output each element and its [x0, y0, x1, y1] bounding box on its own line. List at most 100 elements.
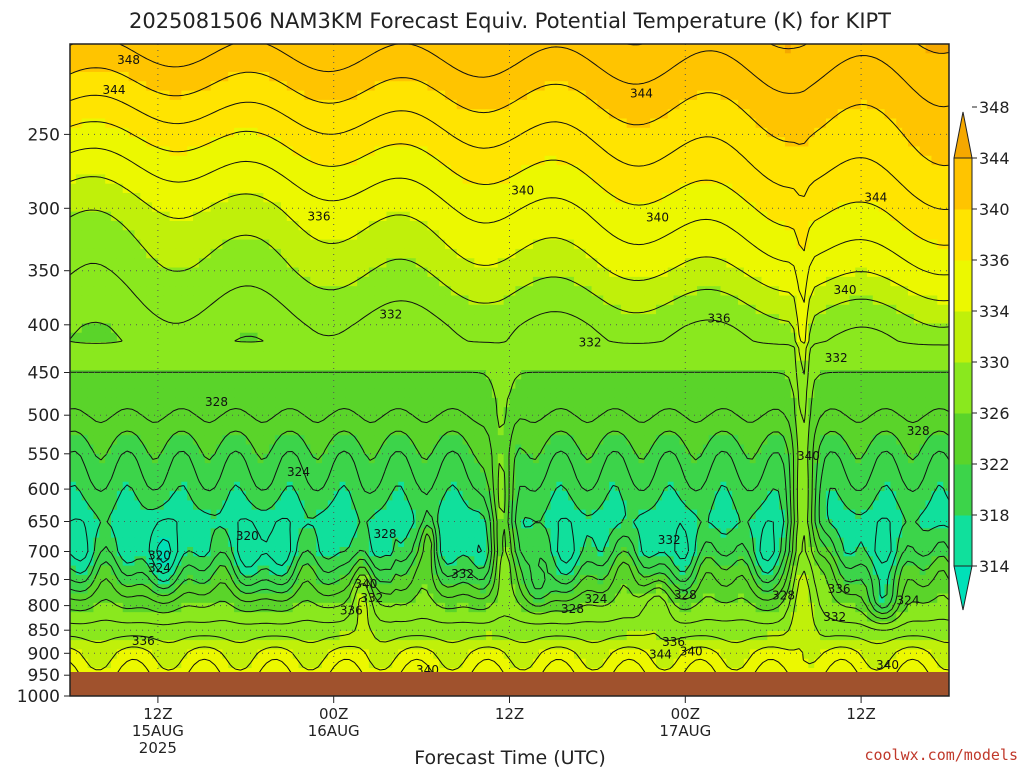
- colorbar-swatch-7: [954, 209, 972, 261]
- contour-label-12: 328: [205, 395, 228, 409]
- y-tick-850: 850: [28, 621, 60, 641]
- y-tick-400: 400: [28, 316, 60, 336]
- contour-label-24: 336: [340, 604, 363, 618]
- contour-label-9: 332: [379, 308, 402, 322]
- y-tick-550: 550: [28, 445, 60, 465]
- colorbar-label-330: 330: [979, 353, 1010, 372]
- colorbar-label-336: 336: [979, 251, 1010, 270]
- x-tick-h48-line0: 00Z: [671, 705, 700, 723]
- colorbar-label-348: 348: [979, 98, 1010, 117]
- colorbar-swatch-2: [954, 464, 972, 516]
- contour-label-27: 328: [561, 602, 584, 616]
- y-tick-700: 700: [28, 543, 60, 563]
- colorbar-label-326: 326: [979, 404, 1010, 423]
- contour-label-4: 340: [511, 183, 534, 197]
- contour-label-16: 320: [236, 529, 259, 543]
- y-tick-950: 950: [28, 666, 60, 686]
- contour-332: [70, 262, 949, 631]
- contour-label-11: 332: [825, 351, 848, 365]
- contour-label-6: 340: [834, 283, 857, 297]
- theta-e-field: [70, 44, 949, 696]
- contour-318: [156, 538, 172, 564]
- y-axis: 250 300 350 400 450 500 550 600 650 700 750 800 850 9…: [17, 125, 70, 707]
- y-tick-350: 350: [28, 262, 60, 282]
- contour-320: [70, 517, 892, 575]
- colorbar-label-344: 344: [979, 149, 1010, 168]
- ground-below-surface: [70, 672, 949, 696]
- contour-label-20: 332: [658, 533, 681, 547]
- contour-label-8: 336: [708, 312, 731, 326]
- contour-label-22: 340: [354, 577, 377, 591]
- x-tick-h12-line2: 2025: [139, 739, 177, 757]
- colorbar-label-340: 340: [979, 200, 1010, 219]
- contour-label-0: 348: [117, 53, 140, 67]
- contour-label-21: 332: [451, 567, 474, 581]
- contour-label-32: 324: [897, 594, 920, 608]
- contour-label-17: 320: [148, 549, 171, 563]
- contour-label-23: 332: [360, 591, 383, 605]
- contour-label-19: 328: [374, 527, 397, 541]
- colorbar-swatch-5: [954, 311, 972, 363]
- contour-label-10: 332: [579, 336, 602, 350]
- colorbar-bottom-arrow: [953, 565, 973, 611]
- contour-330: [70, 321, 949, 625]
- contour-label-7: 336: [308, 209, 331, 223]
- contour-324: [70, 450, 949, 609]
- y-tick-600: 600: [28, 480, 60, 500]
- contour-342: [70, 94, 949, 210]
- colorbar: 314 318 322 326 330 334 336 340 344 348: [953, 98, 1010, 611]
- colorbar-swatch-8: [954, 158, 972, 210]
- contour-336: [70, 176, 949, 671]
- colorbar-top-arrow: [953, 111, 973, 159]
- contour-label-31: 332: [823, 610, 846, 624]
- contour-label-18: 324: [148, 561, 171, 575]
- contour-label-14: 324: [287, 465, 310, 479]
- x-tick-h24-line0: 00Z: [319, 705, 348, 723]
- y-tick-800: 800: [28, 597, 60, 617]
- contour-label-39: 340: [876, 658, 899, 672]
- colorbar-label-322: 322: [979, 455, 1010, 474]
- colorbar-swatch-4: [954, 362, 972, 414]
- contour-label-3: 344: [864, 190, 887, 204]
- contour-label-2: 344: [630, 87, 653, 101]
- colorbar-swatch-3: [954, 413, 972, 465]
- contour-label-25: 336: [132, 634, 155, 648]
- y-tick-1000: 1000: [17, 687, 60, 707]
- x-tick-h48-line1: 17AUG: [659, 722, 711, 740]
- contour-label-5: 340: [646, 211, 669, 225]
- x-tick-h60-line0: 12Z: [846, 705, 875, 723]
- contour-322: [70, 484, 949, 599]
- colorbar-label-318: 318: [979, 506, 1010, 525]
- chart-title: 2025081506 NAM3KM Forecast Equiv. Potent…: [129, 9, 891, 33]
- y-tick-300: 300: [28, 199, 60, 219]
- y-tick-750: 750: [28, 571, 60, 591]
- colorbar-label-314: 314: [979, 557, 1010, 576]
- colorbar-label-334: 334: [979, 302, 1010, 321]
- contour-label-35: 340: [680, 645, 703, 659]
- y-tick-650: 650: [28, 513, 60, 533]
- contour-label-13: 328: [907, 424, 930, 438]
- x-tick-h24-line1: 16AUG: [308, 722, 360, 740]
- y-tick-500: 500: [28, 406, 60, 426]
- x-tick-h12-line0: 12Z: [143, 705, 172, 723]
- contour-label-33: 336: [662, 635, 685, 649]
- x-axis-label: Forecast Time (UTC): [414, 747, 605, 768]
- x-tick-h12-line1: 15AUG: [132, 722, 184, 740]
- credit-text: coolwx.com/models: [864, 746, 1018, 764]
- contour-label-34: 344: [649, 648, 672, 662]
- contour-label-1: 344: [103, 83, 126, 97]
- x-tick-h36-line0: 12Z: [495, 705, 524, 723]
- contour-label-29: 328: [772, 588, 795, 602]
- contour-lines: [70, 44, 949, 696]
- y-tick-450: 450: [28, 364, 60, 384]
- colorbar-swatch-6: [954, 260, 972, 312]
- y-tick-250: 250: [28, 125, 60, 145]
- colorbar-swatch-1: [954, 515, 972, 567]
- contour-328: [70, 408, 949, 620]
- contour-334: [70, 209, 949, 645]
- contour-326: [70, 430, 949, 615]
